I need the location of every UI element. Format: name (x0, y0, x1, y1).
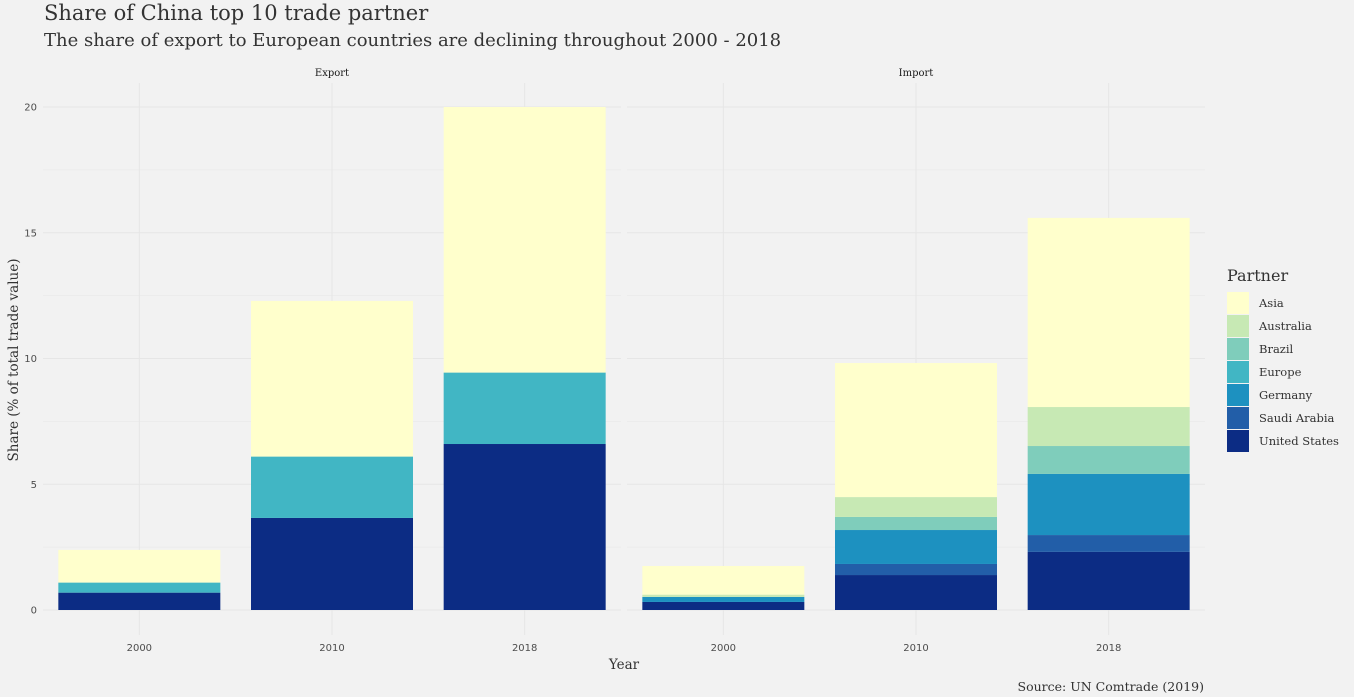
bar-segment-europe (443, 372, 606, 445)
bar-segment-saudi-arabia (1027, 535, 1190, 552)
bar-segment-asia (251, 300, 413, 457)
legend-label: Australia (1258, 319, 1312, 333)
bar-segment-europe (251, 456, 413, 518)
x-tick-label: 2010 (319, 643, 344, 654)
legend-swatch (1227, 315, 1249, 337)
y-tick-label: 5 (31, 480, 37, 491)
legend-swatch (1227, 338, 1249, 360)
bar-segment-australia (835, 497, 997, 517)
bar-segment-asia (1027, 217, 1190, 408)
legend-title: Partner (1227, 266, 1288, 285)
bar-segment-australia (1027, 407, 1190, 447)
bar-segment-united-states (835, 575, 997, 610)
legend-label: Europe (1259, 365, 1302, 379)
y-tick-label: 15 (24, 228, 37, 239)
bar-segment-brazil (835, 516, 997, 531)
bar-segment-asia (58, 549, 221, 583)
panel-export: Export 2000 2010 2018 (43, 68, 621, 654)
legend-label: Asia (1258, 296, 1284, 310)
facet-strip-label: Import (899, 68, 934, 79)
legend-swatch (1227, 361, 1249, 383)
bar-segment-saudi-arabia (835, 563, 997, 576)
bar-segment-europe (58, 582, 221, 593)
x-tick-label: 2018 (512, 643, 537, 654)
y-tick-label: 10 (24, 354, 37, 365)
bar-segment-asia (642, 565, 805, 595)
legend-label: Saudi Arabia (1259, 411, 1335, 425)
caption: Source: UN Comtrade (2019) (1018, 679, 1204, 694)
bar-segment-united-states (251, 517, 413, 610)
y-tick-label: 20 (24, 103, 37, 114)
panels: Export 2000 2010 2018 Import 2000 2010 2018 (43, 68, 1205, 654)
bar-segment-brazil (1027, 446, 1190, 474)
legend-label: United States (1259, 434, 1339, 448)
x-tick-label: 2000 (127, 643, 152, 654)
bar-segment-germany (642, 596, 805, 602)
y-tick-label: 0 (31, 606, 37, 617)
legend-swatch (1227, 430, 1249, 452)
panel-import: Import 2000 2010 2018 (627, 68, 1205, 654)
facet-strip-label: Export (315, 68, 349, 79)
x-tick-label: 2010 (903, 643, 928, 654)
legend-swatch (1227, 384, 1249, 406)
x-axis-title: Year (608, 657, 640, 673)
bar-segment-united-states (1027, 551, 1190, 610)
bar-segment-asia (835, 363, 997, 498)
chart-title: Share of China top 10 trade partner (44, 1, 429, 25)
x-tick-label: 2018 (1096, 643, 1121, 654)
legend: Partner Asia Australia Brazil Europe Germany… (1227, 266, 1339, 452)
bar-segment-united-states (443, 444, 606, 610)
legend-swatch (1227, 407, 1249, 429)
bar-segment-asia (443, 107, 606, 373)
bar-segment-united-states (58, 592, 221, 610)
bar-segment-united-states (642, 601, 805, 610)
legend-label: Germany (1259, 388, 1313, 402)
bar-segment-germany (1027, 473, 1190, 536)
y-axis-title: Share (% of total trade value) (6, 259, 22, 462)
x-tick-label: 2000 (711, 643, 736, 654)
legend-swatch (1227, 292, 1249, 314)
bar-segment-germany (835, 530, 997, 564)
chart-subtitle: The share of export to European countrie… (44, 30, 781, 51)
legend-label: Brazil (1259, 342, 1294, 356)
y-axis-ticks: 0 5 10 15 20 (24, 103, 37, 617)
bar-segment-australia (642, 594, 805, 597)
